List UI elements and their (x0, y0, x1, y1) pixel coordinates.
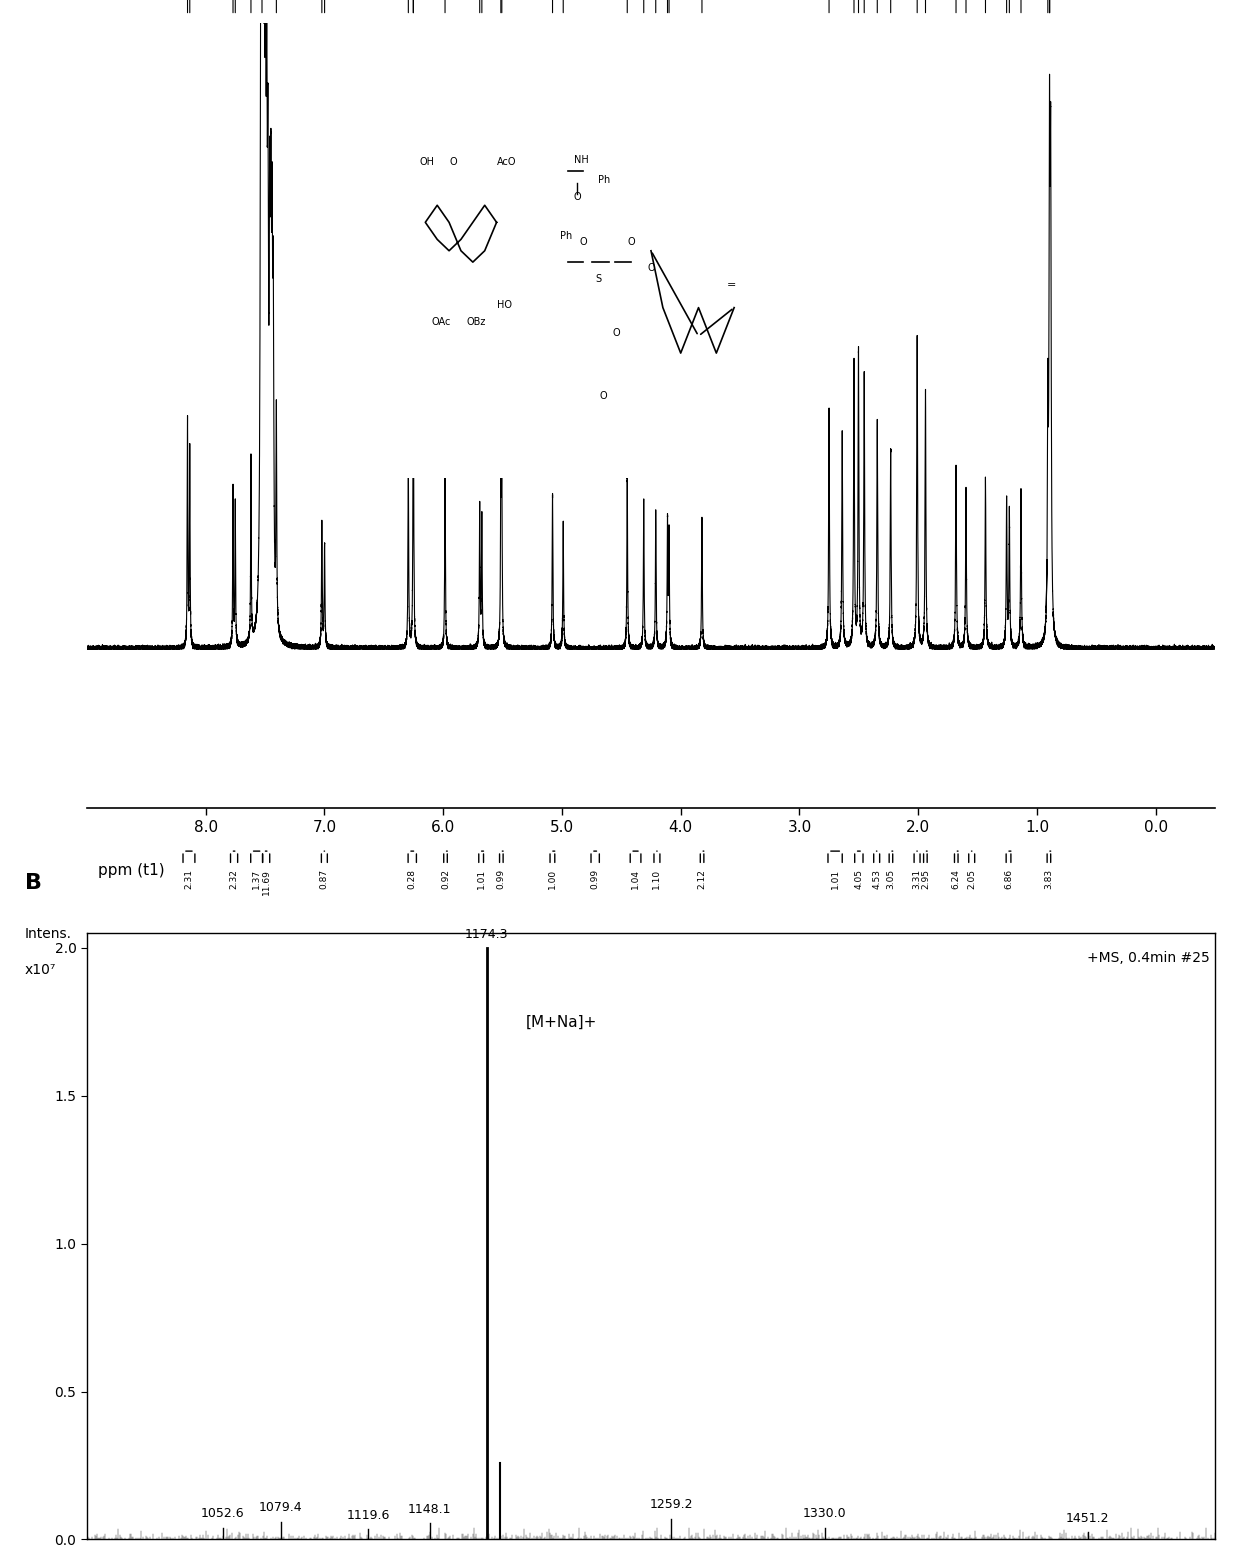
Text: Intens.: Intens. (25, 927, 72, 941)
Text: 1.10: 1.10 (652, 869, 661, 889)
Text: 1079.4: 1079.4 (259, 1501, 303, 1515)
Text: HO: HO (496, 300, 512, 309)
Text: NH: NH (574, 154, 589, 165)
Text: S: S (595, 274, 601, 285)
Text: +MS, 0.4min #25: +MS, 0.4min #25 (1086, 952, 1209, 966)
Text: 1.01: 1.01 (476, 869, 486, 889)
Text: O: O (449, 157, 456, 168)
Text: 2.12: 2.12 (698, 869, 707, 889)
Text: OBz: OBz (467, 317, 486, 327)
Text: O: O (647, 263, 655, 272)
Text: 0.87: 0.87 (320, 869, 329, 889)
Text: 0.99: 0.99 (590, 869, 600, 889)
Text: 1330.0: 1330.0 (802, 1507, 847, 1521)
Text: 6.86: 6.86 (1004, 869, 1013, 889)
Text: OH: OH (419, 157, 434, 168)
Text: 11.69: 11.69 (262, 869, 270, 896)
Text: ppm (t1): ppm (t1) (98, 863, 165, 879)
Text: =: = (727, 280, 737, 289)
Text: O: O (627, 236, 635, 247)
Text: 1.01: 1.01 (831, 869, 839, 889)
Text: 6.24: 6.24 (952, 869, 961, 889)
Text: 3.31: 3.31 (913, 869, 921, 889)
Text: O: O (580, 236, 588, 247)
Text: 1174.3: 1174.3 (465, 927, 508, 941)
Text: 1119.6: 1119.6 (346, 1508, 389, 1522)
Text: Ph: Ph (559, 232, 572, 241)
Text: AcO: AcO (496, 157, 516, 168)
Text: 1259.2: 1259.2 (650, 1499, 693, 1511)
Text: 0.28: 0.28 (408, 869, 417, 889)
Text: 2.95: 2.95 (921, 869, 930, 889)
Text: 1.00: 1.00 (548, 869, 557, 889)
Text: O: O (574, 191, 582, 202)
Text: 1451.2: 1451.2 (1066, 1511, 1110, 1524)
Bar (378, 137, 734, 479)
Text: 2.31: 2.31 (185, 869, 193, 889)
Text: OAc: OAc (432, 317, 450, 327)
Text: O: O (600, 390, 608, 401)
Text: B: B (25, 872, 42, 893)
Text: x10⁷: x10⁷ (25, 964, 56, 978)
Text: 0.99: 0.99 (497, 869, 506, 889)
Text: 4.05: 4.05 (854, 869, 863, 889)
Text: 4.53: 4.53 (872, 869, 882, 889)
Text: 1.37: 1.37 (252, 869, 262, 889)
Text: O: O (613, 328, 620, 337)
Text: 1148.1: 1148.1 (408, 1502, 451, 1516)
Text: 1.04: 1.04 (631, 869, 640, 889)
Text: 1052.6: 1052.6 (201, 1507, 244, 1521)
Text: [M+Na]+: [M+Na]+ (526, 1014, 598, 1029)
Text: 2.32: 2.32 (229, 869, 238, 889)
Text: 3.05: 3.05 (887, 869, 895, 889)
Text: 0.92: 0.92 (441, 869, 450, 889)
Text: 2.05: 2.05 (967, 869, 976, 889)
Text: Ph: Ph (598, 174, 610, 185)
Text: 3.83: 3.83 (1044, 869, 1054, 889)
